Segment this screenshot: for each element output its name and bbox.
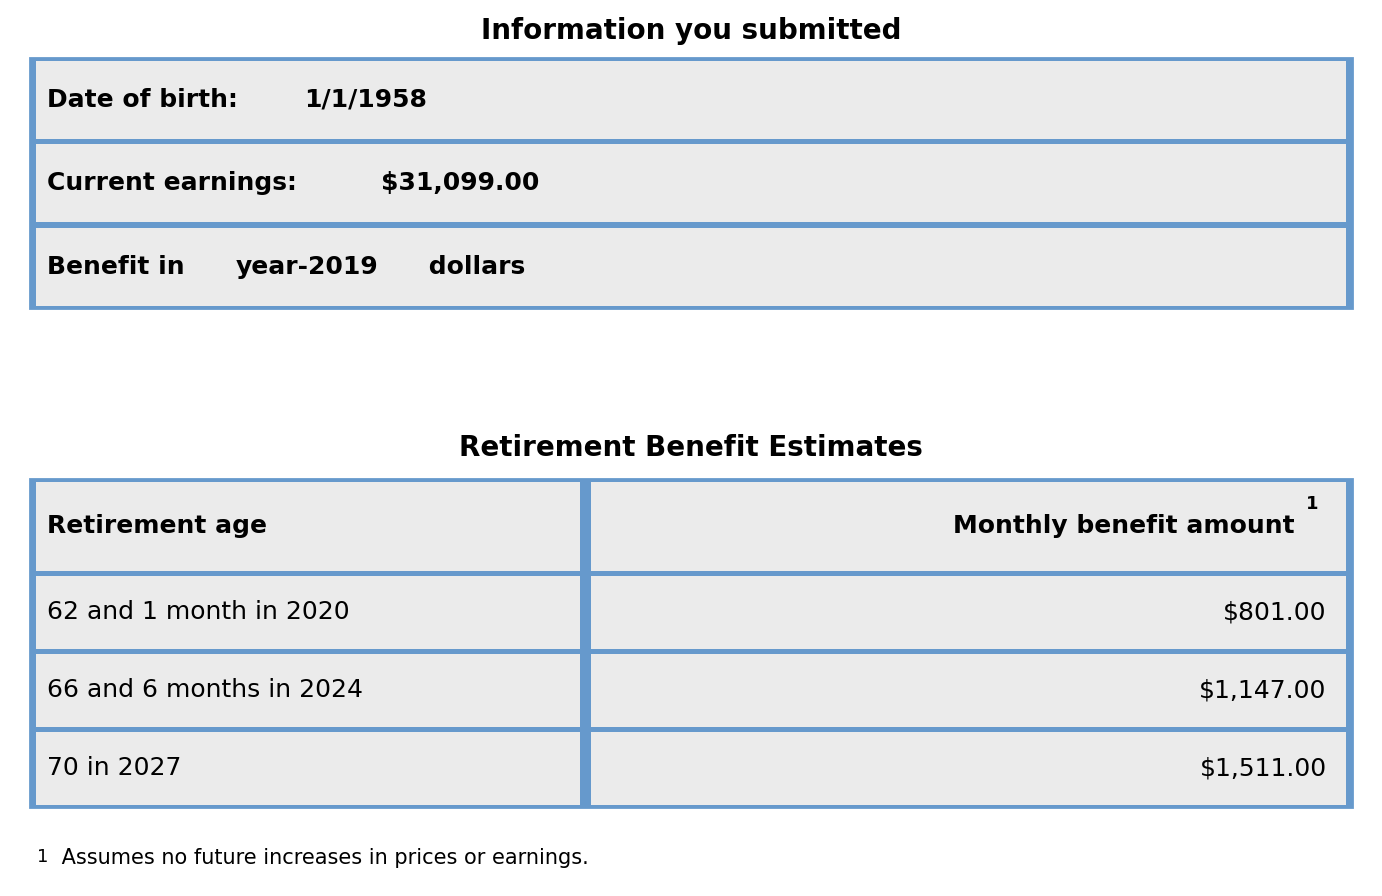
Bar (36, 576, 580, 649)
Text: year-2019: year-2019 (236, 254, 379, 279)
Text: Retirement age: Retirement age (47, 514, 267, 538)
Text: Retirement Benefit Estimates: Retirement Benefit Estimates (459, 434, 923, 462)
Bar (36, 732, 580, 805)
Bar (36, 228, 1346, 306)
Bar (591, 482, 1346, 571)
Text: Information you submitted: Information you submitted (481, 17, 901, 46)
Text: Current earnings:: Current earnings: (47, 171, 305, 195)
Text: $31,099.00: $31,099.00 (380, 171, 539, 195)
Bar (30, 58, 1352, 308)
Bar (36, 144, 1346, 222)
Text: 1: 1 (37, 848, 48, 866)
Text: dollars: dollars (420, 254, 525, 279)
Text: Benefit in: Benefit in (47, 254, 193, 279)
Text: $1,147.00: $1,147.00 (1200, 678, 1327, 702)
Bar (36, 61, 1346, 139)
Bar (591, 654, 1346, 727)
Text: 1/1/1958: 1/1/1958 (304, 88, 427, 112)
Text: 62 and 1 month in 2020: 62 and 1 month in 2020 (47, 600, 350, 625)
Bar (591, 732, 1346, 805)
Text: Assumes no future increases in prices or earnings.: Assumes no future increases in prices or… (55, 848, 589, 867)
Text: $1,511.00: $1,511.00 (1200, 756, 1327, 780)
Text: Date of birth:: Date of birth: (47, 88, 246, 112)
Text: Monthly benefit amount: Monthly benefit amount (952, 514, 1303, 538)
Bar (36, 482, 580, 571)
Text: $801.00: $801.00 (1223, 600, 1327, 625)
Text: 1: 1 (1306, 495, 1318, 513)
Bar (30, 479, 1352, 807)
Bar (591, 576, 1346, 649)
Text: 66 and 6 months in 2024: 66 and 6 months in 2024 (47, 678, 363, 702)
Text: 70 in 2027: 70 in 2027 (47, 756, 181, 780)
Bar (36, 654, 580, 727)
